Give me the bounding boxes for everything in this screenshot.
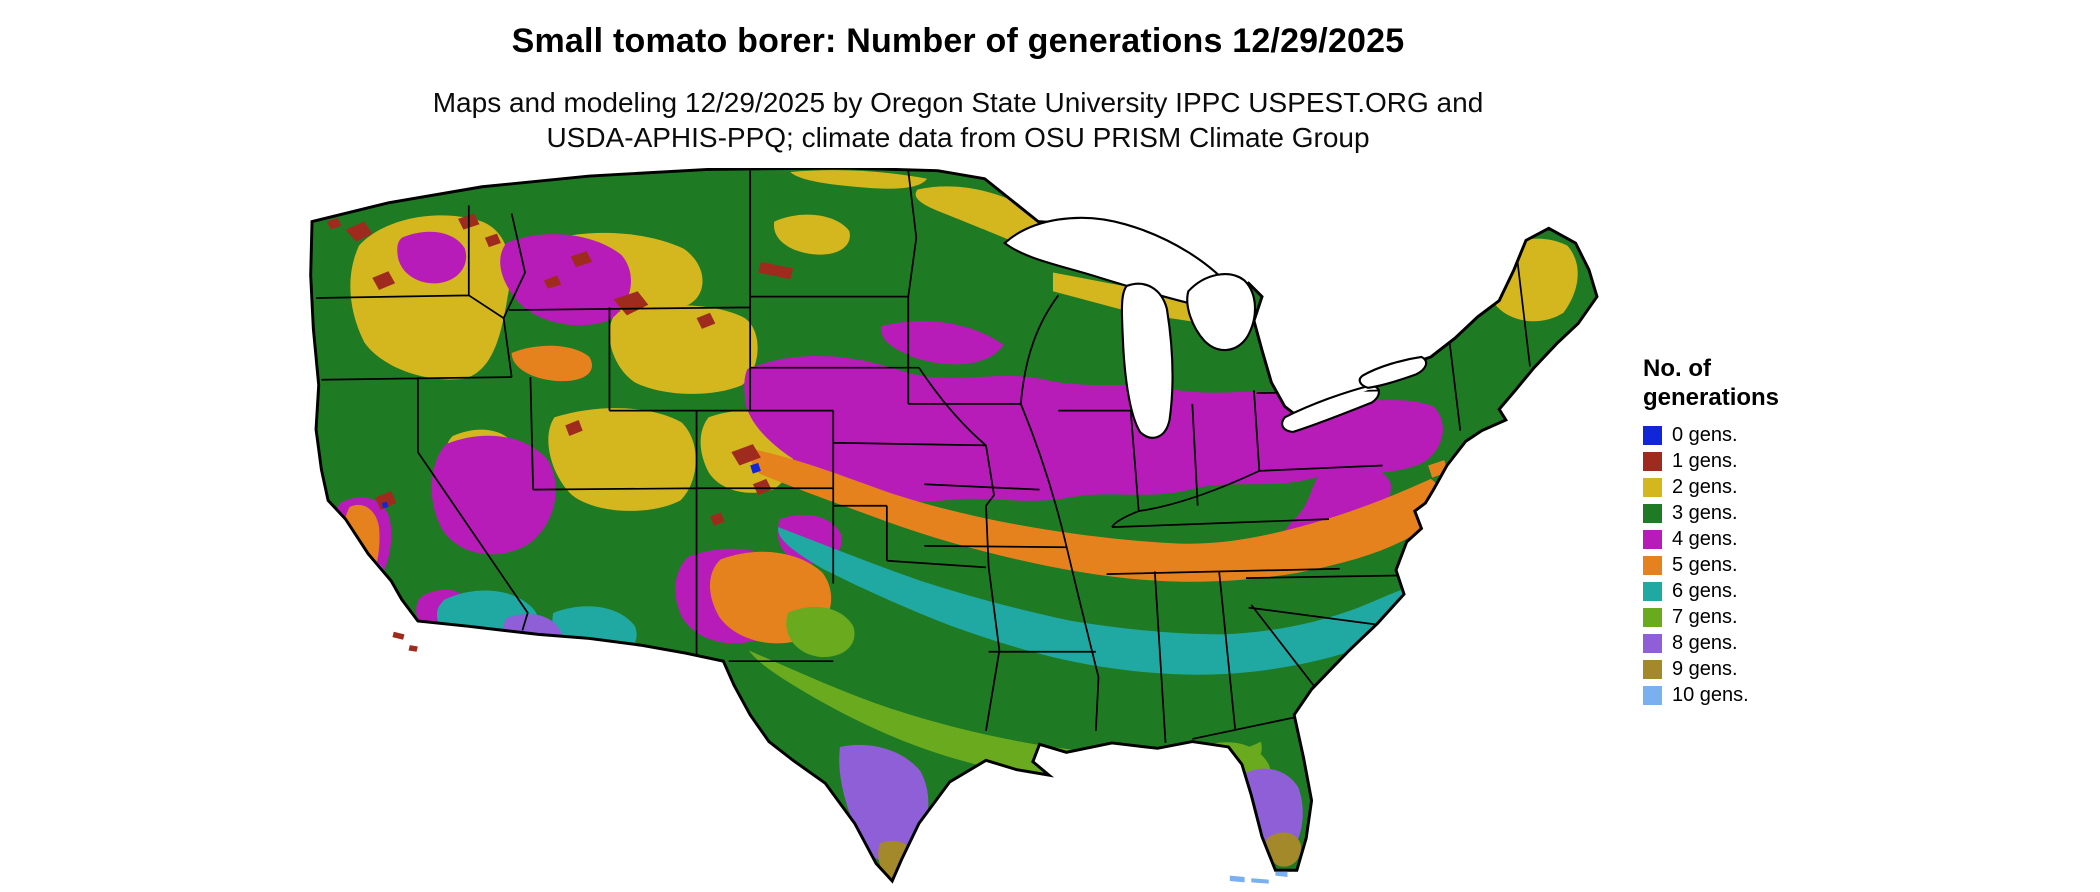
legend-item: 6 gens. [1643, 578, 1779, 604]
legend-swatch [1643, 555, 1662, 575]
legend-items: 0 gens. 1 gens. 2 gens. 3 gens. 4 gens. … [1643, 422, 1779, 708]
subtitle-line-2: USDA-APHIS-PPQ; climate data from OSU PR… [546, 122, 1370, 153]
great-lakes [1003, 216, 1428, 439]
legend-item-label: 3 gens. [1672, 501, 1738, 524]
us-map-svg [309, 168, 1599, 884]
page-subtitle: Maps and modeling 12/29/2025 by Oregon S… [433, 85, 1484, 155]
subtitle-line-1: Maps and modeling 12/29/2025 by Oregon S… [432, 87, 1484, 118]
legend-swatch [1643, 659, 1662, 679]
map-layer-4-gens [330, 231, 1443, 644]
legend-title-line-2: generations [1643, 384, 1780, 411]
legend-swatch [1643, 685, 1662, 705]
legend-item-label: 2 gens. [1672, 475, 1738, 498]
legend-item: 0 gens. [1643, 422, 1779, 448]
lake-huron [1186, 273, 1257, 352]
header: Small tomato borer: Number of generation… [433, 22, 1484, 155]
legend-item: 2 gens. [1643, 474, 1779, 500]
state-borders [316, 170, 1531, 743]
legend-item: 10 gens. [1643, 682, 1779, 708]
legend-swatch [1643, 477, 1662, 497]
lake-erie [1281, 384, 1380, 434]
legend-swatch [1643, 451, 1662, 471]
florida-keys [1229, 871, 1288, 884]
legend-item: 9 gens. [1643, 656, 1779, 682]
legend-item-label: 6 gens. [1672, 579, 1738, 602]
legend-swatch [1643, 503, 1662, 523]
legend-item: 8 gens. [1643, 630, 1779, 656]
legend-item-label: 8 gens. [1672, 631, 1738, 654]
legend-item-label: 0 gens. [1672, 423, 1738, 446]
legend-item: 1 gens. [1643, 448, 1779, 474]
page-title: Small tomato borer: Number of generation… [511, 22, 1405, 60]
legend-swatch [1643, 633, 1662, 653]
legend-swatch [1643, 425, 1662, 445]
legend-item: 4 gens. [1643, 526, 1779, 552]
legend-item-label: 5 gens. [1672, 553, 1738, 576]
legend-title-line-1: No. of [1643, 355, 1711, 382]
lake-ontario [1358, 355, 1428, 389]
legend-item-label: 4 gens. [1672, 527, 1738, 550]
legend-swatch [1643, 607, 1662, 627]
legend-item: 3 gens. [1643, 500, 1779, 526]
legend-item: 7 gens. [1643, 604, 1779, 630]
channel-islands [392, 631, 418, 652]
legend-item: 5 gens. [1643, 552, 1779, 578]
legend-item-label: 7 gens. [1672, 605, 1738, 628]
us-generations-map [308, 168, 1601, 885]
legend-swatch [1643, 529, 1662, 549]
legend-item-label: 9 gens. [1672, 657, 1738, 680]
legend-item-label: 1 gens. [1672, 449, 1738, 472]
legend-title: No. of generations [1643, 354, 1779, 412]
legend: No. of generations 0 gens. 1 gens. 2 gen… [1643, 354, 1779, 708]
legend-item-label: 10 gens. [1672, 683, 1749, 706]
us-border [309, 168, 1599, 884]
lake-michigan [1120, 282, 1174, 439]
legend-swatch [1643, 581, 1662, 601]
